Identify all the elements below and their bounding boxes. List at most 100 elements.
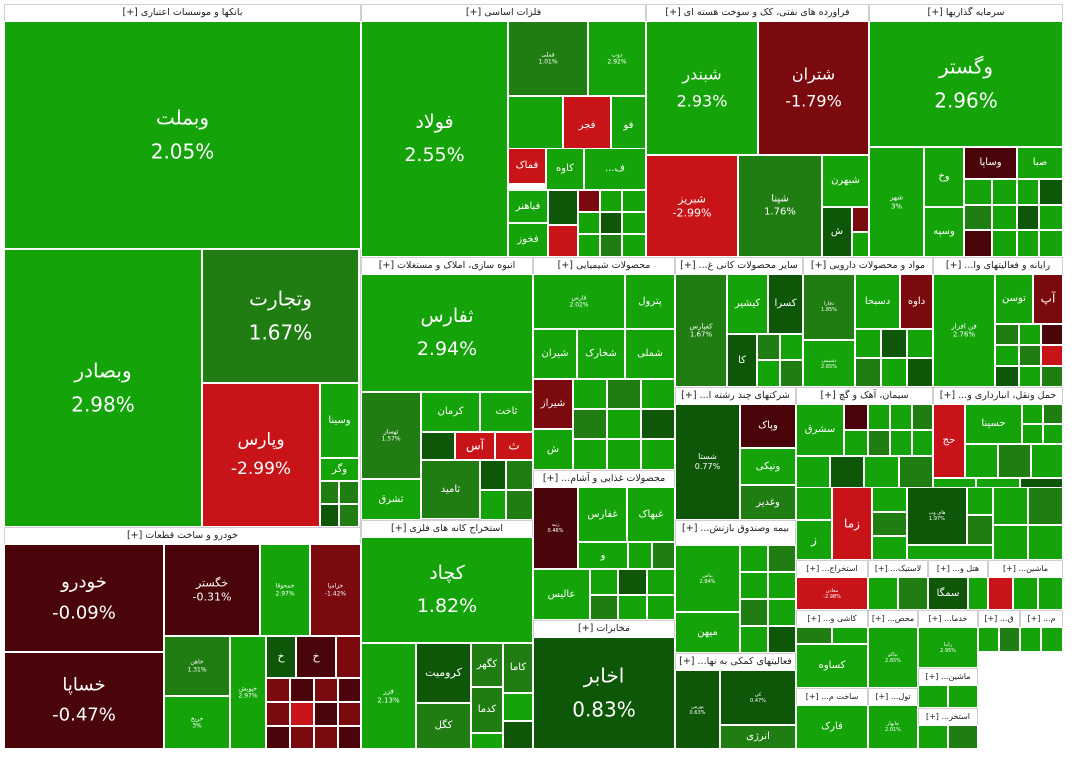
stock-tile[interactable]: انرژی: [720, 725, 796, 749]
stock-tile[interactable]: [898, 577, 928, 610]
stock-tile[interactable]: [339, 504, 359, 527]
stock-tile[interactable]: [868, 430, 890, 456]
stock-tile[interactable]: [573, 379, 607, 409]
stock-tile[interactable]: [918, 725, 948, 749]
stock-tile[interactable]: [578, 212, 600, 234]
stock-tile[interactable]: [881, 329, 907, 358]
stock-tile[interactable]: [508, 96, 563, 156]
stock-tile[interactable]: [338, 726, 361, 749]
sector-header[interactable]: هتل و... [+]: [936, 564, 980, 573]
stock-tile[interactable]: [993, 487, 1028, 525]
stock-tile[interactable]: [890, 404, 912, 430]
sector-header[interactable]: محصولات شیمیایی [+]: [557, 260, 651, 271]
stock-tile[interactable]: خودرو -0.09%: [4, 544, 164, 652]
stock-tile[interactable]: شتران -1.79%: [758, 21, 869, 155]
stock-tile[interactable]: [796, 627, 832, 644]
stock-tile[interactable]: فولاد 2.55%: [361, 21, 508, 257]
stock-tile[interactable]: دفارا 1.85%: [803, 274, 855, 340]
stock-tile[interactable]: [600, 234, 622, 257]
stock-tile[interactable]: [641, 379, 675, 409]
stock-tile[interactable]: [1031, 444, 1063, 478]
stock-tile[interactable]: [1041, 627, 1063, 652]
stock-tile[interactable]: شپنا 1.76%: [738, 155, 822, 257]
stock-tile[interactable]: [964, 230, 992, 257]
stock-tile[interactable]: [622, 212, 646, 234]
stock-tile[interactable]: [607, 379, 641, 409]
stock-tile[interactable]: کگل: [416, 703, 471, 749]
stock-tile[interactable]: [740, 572, 768, 599]
stock-tile[interactable]: فباهنر: [508, 190, 548, 223]
sector-header[interactable]: خودرو و ساخت قطعات [+]: [126, 530, 239, 541]
stock-tile[interactable]: داوه: [900, 274, 933, 329]
stock-tile[interactable]: [266, 678, 290, 702]
stock-tile[interactable]: [1041, 366, 1063, 387]
stock-tile[interactable]: [780, 360, 803, 387]
stock-tile[interactable]: شیراز: [533, 379, 573, 429]
stock-tile[interactable]: [1041, 345, 1063, 366]
sector-header[interactable]: م... [+]: [1027, 614, 1056, 623]
stock-tile[interactable]: کچاد 1.82%: [361, 537, 533, 643]
stock-tile[interactable]: دشیمی 2.65%: [803, 340, 855, 387]
stock-tile[interactable]: [918, 685, 948, 708]
stock-tile[interactable]: [912, 430, 933, 456]
stock-tile[interactable]: وتجارت 1.67%: [202, 249, 359, 383]
stock-tile[interactable]: [573, 409, 607, 439]
stock-tile[interactable]: ش: [822, 207, 852, 257]
stock-tile[interactable]: [948, 725, 978, 749]
stock-tile[interactable]: [992, 230, 1017, 257]
stock-tile[interactable]: شبندر 2.93%: [646, 21, 758, 155]
stock-tile[interactable]: شهر 3%: [869, 147, 924, 257]
stock-tile[interactable]: وسینا: [320, 383, 359, 458]
stock-tile[interactable]: دسبحا: [855, 274, 900, 329]
stock-tile[interactable]: کیشیر: [727, 274, 768, 334]
stock-tile[interactable]: خپویش 2.97%: [230, 636, 266, 749]
stock-tile[interactable]: ثهساز 1.57%: [361, 392, 421, 479]
stock-tile[interactable]: [1028, 525, 1063, 560]
stock-tile[interactable]: [907, 545, 993, 560]
stock-tile[interactable]: [1039, 205, 1063, 230]
sector-header[interactable]: استخراج... [+]: [806, 564, 858, 573]
stock-tile[interactable]: [1017, 179, 1039, 205]
stock-tile[interactable]: [290, 702, 314, 726]
stock-tile[interactable]: [314, 726, 338, 749]
stock-tile[interactable]: [844, 430, 868, 456]
stock-tile[interactable]: [1013, 577, 1038, 610]
stock-tile[interactable]: وساپا: [964, 147, 1017, 179]
stock-tile[interactable]: کدما: [471, 687, 503, 733]
stock-tile[interactable]: خزامیا -1.42%: [310, 544, 361, 636]
stock-tile[interactable]: شملی: [625, 329, 675, 379]
sector-header[interactable]: کاشی و... [+]: [807, 614, 857, 623]
stock-tile[interactable]: [290, 678, 314, 702]
sector-header[interactable]: ساخت م... [+]: [805, 692, 859, 701]
sector-header[interactable]: سیمان، آهک و گچ [+]: [820, 390, 909, 401]
stock-tile[interactable]: معادن -2.98%: [796, 577, 868, 610]
stock-tile[interactable]: [757, 334, 780, 360]
stock-tile[interactable]: [995, 366, 1019, 387]
stock-tile[interactable]: [506, 460, 533, 490]
stock-tile[interactable]: [622, 234, 646, 257]
stock-tile[interactable]: [1019, 366, 1041, 387]
stock-tile[interactable]: [1017, 205, 1039, 230]
stock-tile[interactable]: [1019, 324, 1041, 345]
stock-tile[interactable]: [768, 599, 796, 626]
stock-tile[interactable]: خاهن 1.31%: [164, 636, 230, 696]
stock-tile[interactable]: [421, 432, 455, 460]
stock-tile[interactable]: ثامید: [421, 460, 480, 519]
sector-header[interactable]: لاستیک... [+]: [874, 564, 922, 573]
stock-tile[interactable]: [314, 678, 338, 702]
stock-tile[interactable]: بپاکو 2.65%: [868, 627, 918, 688]
stock-tile[interactable]: [992, 205, 1017, 230]
stock-tile[interactable]: خ: [296, 636, 336, 678]
stock-tile[interactable]: [480, 460, 506, 490]
stock-tile[interactable]: ونیکی: [740, 448, 796, 485]
stock-tile[interactable]: زما: [832, 487, 872, 560]
stock-tile[interactable]: [1039, 230, 1063, 257]
stock-tile[interactable]: کسرا: [768, 274, 803, 334]
stock-tile[interactable]: [968, 577, 988, 610]
sector-header[interactable]: شرکتهای چند رشته ا... [+]: [681, 390, 790, 401]
stock-tile[interactable]: کرمان: [421, 392, 480, 432]
stock-tile[interactable]: [757, 360, 780, 387]
stock-tile[interactable]: [796, 487, 832, 520]
stock-tile[interactable]: وگر: [320, 458, 359, 481]
stock-tile[interactable]: [890, 430, 912, 456]
